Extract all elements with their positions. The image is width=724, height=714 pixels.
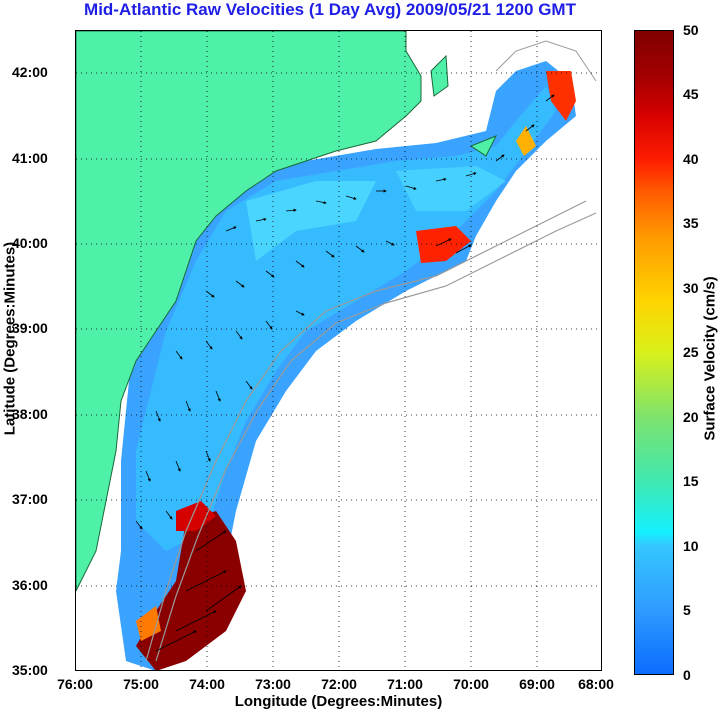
- x-tick: 74:00: [189, 676, 225, 692]
- y-tick: 37:00: [12, 491, 48, 507]
- velocity-map-svg: [76, 31, 601, 670]
- high-velocity-patch-east: [416, 226, 471, 263]
- colorbar-tick: 50: [683, 22, 699, 38]
- y-axis-label: Latitude (Degrees:Minutes): [1, 241, 19, 436]
- colorbar-tick: 35: [683, 215, 699, 231]
- x-tick: 71:00: [387, 676, 423, 692]
- map-grid: [76, 31, 601, 670]
- y-tick: 39:00: [12, 320, 48, 336]
- colorbar-tick: 5: [683, 602, 691, 618]
- y-tick: 35:00: [12, 662, 48, 678]
- colorbar-tick: 15: [683, 473, 699, 489]
- colorbar-tick: 40: [683, 151, 699, 167]
- colorbar-tick: 30: [683, 280, 699, 296]
- x-tick: 76:00: [57, 676, 93, 692]
- colorbar-tick: 20: [683, 409, 699, 425]
- y-tick: 42:00: [12, 64, 48, 80]
- colorbar-tick: 10: [683, 538, 699, 554]
- y-tick: 40:00: [12, 235, 48, 251]
- y-tick: 41:00: [12, 150, 48, 166]
- map-title: Mid-Atlantic Raw Velocities (1 Day Avg) …: [84, 0, 576, 19]
- x-tick: 75:00: [123, 676, 159, 692]
- y-tick: 36:00: [12, 577, 48, 593]
- x-axis-label: Longitude (Degrees:Minutes): [234, 693, 443, 710]
- colorbar-tick: 25: [683, 344, 699, 360]
- high-velocity-patch-south: [136, 511, 246, 670]
- colorbar: [634, 30, 674, 675]
- colorbar-label: Surface Velocity (cm/s): [701, 276, 719, 441]
- x-tick: 68:00: [578, 676, 614, 692]
- x-tick: 72:00: [321, 676, 357, 692]
- velocity-vectors: [135, 94, 555, 652]
- colorbar-tick: 45: [683, 86, 699, 102]
- velocity-map-plot: [75, 30, 602, 671]
- colorbar-tick: 0: [683, 667, 691, 683]
- land-mass: [76, 31, 422, 592]
- x-tick: 69:00: [519, 676, 555, 692]
- x-tick: 73:00: [255, 676, 291, 692]
- y-tick: 38:00: [12, 406, 48, 422]
- x-tick: 70:00: [453, 676, 489, 692]
